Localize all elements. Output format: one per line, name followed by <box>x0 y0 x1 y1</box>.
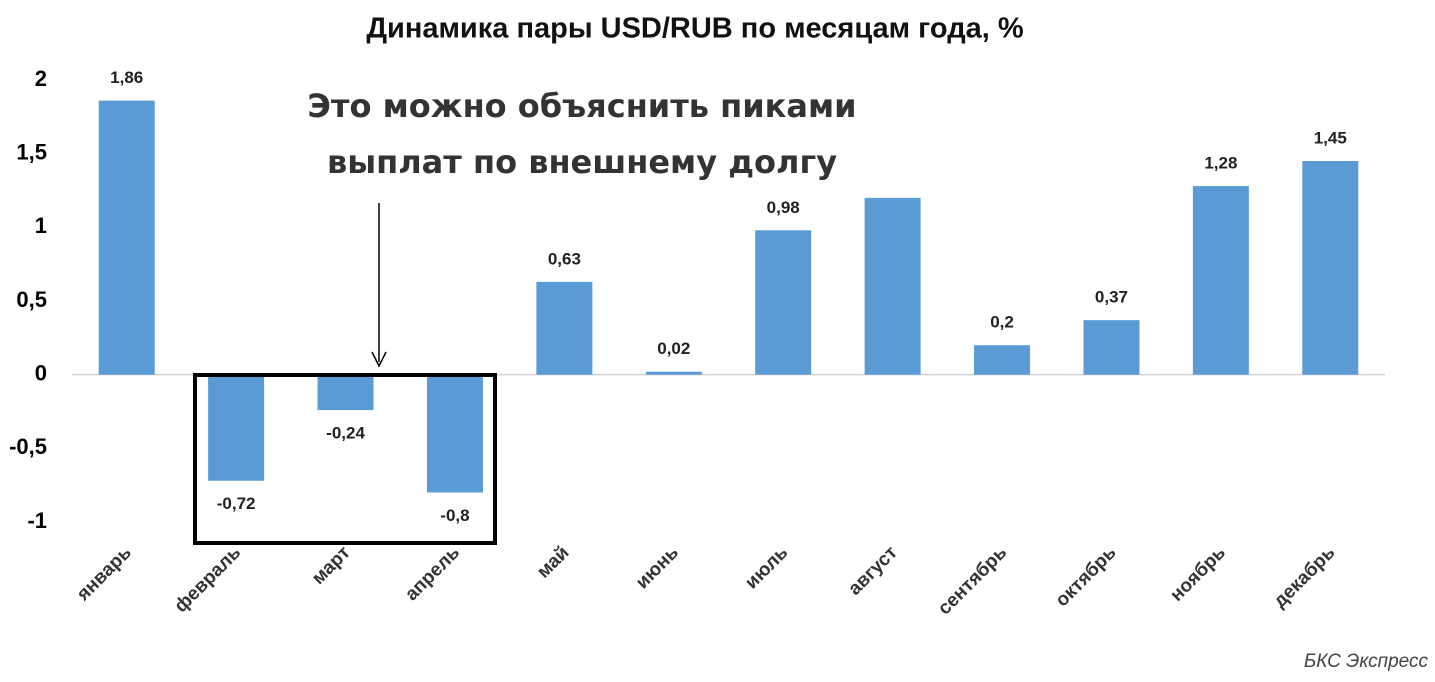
annotation: выплат по внешнему долгу <box>327 143 837 181</box>
x-tick-label: август <box>844 542 901 599</box>
value-label: -0,8 <box>440 506 469 525</box>
bar <box>317 374 374 411</box>
x-tick-label: апрель <box>401 542 464 605</box>
bar <box>536 281 593 375</box>
chart-title: Динамика пары USD/RUB по месяцам года, % <box>366 13 1024 45</box>
x-tick-label: январь <box>72 542 136 606</box>
x-tick-label: ноябрь <box>1166 542 1230 606</box>
bar <box>864 197 921 375</box>
bar <box>755 230 812 375</box>
x-tick-label: октябрь <box>1052 542 1121 611</box>
value-label: 0,2 <box>990 313 1014 332</box>
value-label: -0,24 <box>326 424 365 443</box>
bar <box>645 371 702 375</box>
value-label: 1,45 <box>1314 129 1347 148</box>
bar <box>208 374 265 481</box>
value-label: 1,28 <box>1204 154 1237 173</box>
y-tick-label: 2 <box>35 66 47 91</box>
y-tick-label: 1 <box>35 213 47 238</box>
value-label: -0,72 <box>217 494 256 513</box>
x-tick-label: март <box>308 542 355 589</box>
x-tick-label: июнь <box>632 542 683 593</box>
bar <box>1302 161 1359 375</box>
value-label: 1,86 <box>110 68 143 87</box>
x-tick-label: июль <box>741 542 792 593</box>
value-label: 0,63 <box>548 249 581 268</box>
bar <box>1192 186 1249 375</box>
x-tick-label: февраль <box>171 542 246 617</box>
bar <box>98 100 155 375</box>
highlight-box <box>193 373 497 545</box>
bar <box>1083 320 1140 375</box>
value-label: 0,37 <box>1095 288 1128 307</box>
x-tick-label: декабрь <box>1270 542 1340 612</box>
y-tick-label: -0,5 <box>9 434 47 459</box>
arrow-head <box>371 351 387 368</box>
x-tick-label: сентябрь <box>934 542 1011 619</box>
y-tick-label: 0 <box>35 360 47 385</box>
bar <box>426 374 483 493</box>
annotation: Это можно объяснить пиками <box>307 87 856 125</box>
y-tick-label: -1 <box>27 508 47 533</box>
source: БКС Экспресс <box>1304 651 1429 672</box>
y-tick-label: 0,5 <box>16 287 47 312</box>
bar <box>974 345 1031 375</box>
y-tick-label: 1,5 <box>16 139 47 164</box>
value-label: 0,02 <box>657 339 690 358</box>
value-label: 0,98 <box>767 198 800 217</box>
x-tick-label: май <box>533 542 573 582</box>
